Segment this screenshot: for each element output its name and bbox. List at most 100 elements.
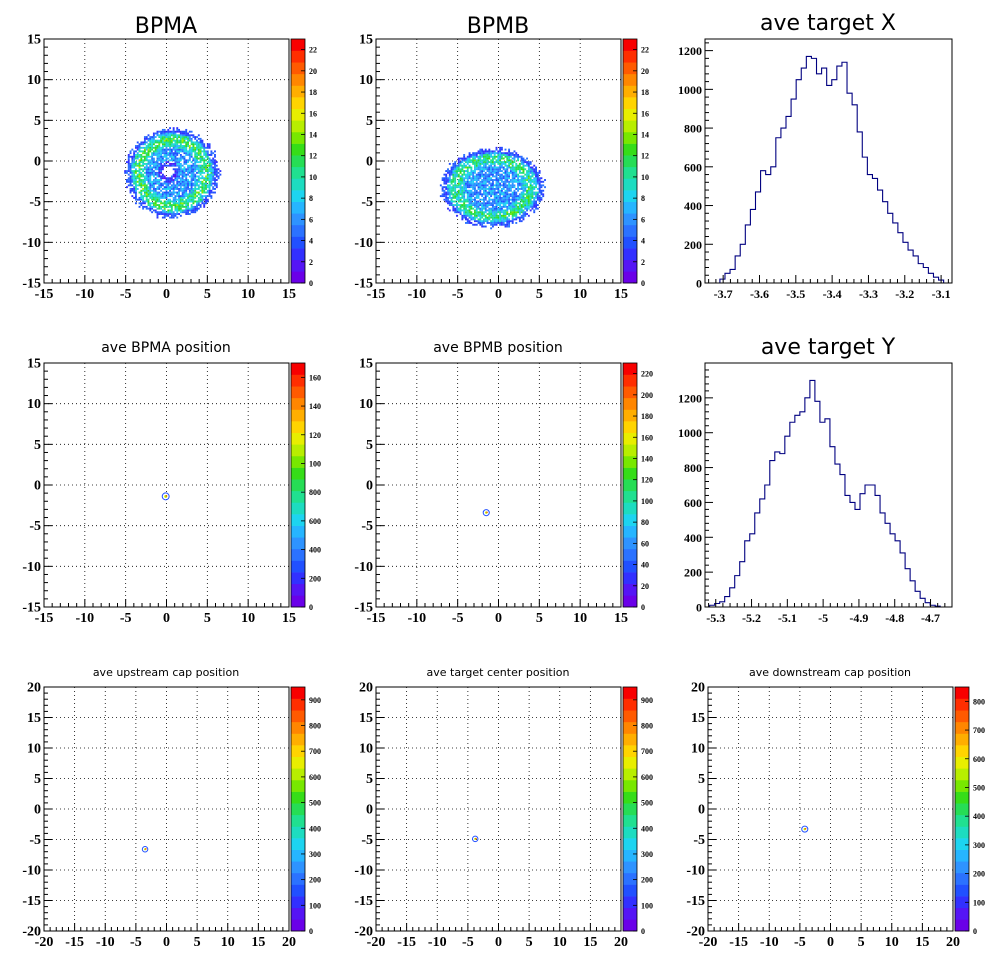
- heatmap-cell: [490, 184, 493, 187]
- heatmap-cell: [468, 205, 471, 208]
- palette-label: 100: [973, 898, 985, 907]
- heatmap-cell: [482, 173, 485, 176]
- heatmap-cell: [506, 177, 509, 180]
- heatmap-cell: [509, 171, 512, 174]
- heatmap-cell: [167, 213, 170, 215]
- heatmap-cell: [138, 150, 141, 153]
- heatmap-cell: [158, 141, 161, 144]
- heatmap-cell: [499, 204, 502, 207]
- heatmap-cell: [190, 189, 193, 192]
- heatmap-cell: [136, 146, 139, 149]
- heatmap-cell: [131, 164, 134, 167]
- heatmap-cell: [474, 182, 476, 185]
- heatmap-cell: [513, 180, 516, 183]
- heatmap-cell: [461, 196, 464, 199]
- heatmap-cell: [517, 184, 520, 187]
- heatmap-cell: [491, 166, 494, 169]
- heatmap-cell: [454, 168, 457, 171]
- heatmap-cell: [474, 189, 476, 192]
- heatmap-cell: [509, 213, 512, 215]
- heatmap-cell: [147, 134, 150, 137]
- heatmap-cell: [448, 193, 451, 196]
- heatmap-cell: [445, 175, 448, 178]
- heatmap-cell: [143, 148, 146, 151]
- heatmap-cell: [199, 152, 202, 155]
- heatmap-cell: [181, 193, 184, 196]
- heatmap-cell: [477, 211, 480, 214]
- heatmap-cell: [176, 146, 179, 149]
- heatmap-cell: [491, 162, 494, 165]
- heatmap-cell: [484, 214, 487, 217]
- heatmap-cell: [196, 188, 198, 190]
- heatmap-cell: [165, 213, 168, 215]
- heatmap-cell: [481, 152, 484, 155]
- heatmap-cell: [174, 145, 177, 147]
- heatmap-cell: [533, 193, 536, 196]
- heatmap-cell: [447, 168, 449, 171]
- heatmap-cell: [456, 173, 458, 176]
- heatmap-cell: [468, 195, 471, 198]
- heatmap-cell: [491, 218, 494, 221]
- heatmap-cell: [493, 213, 496, 215]
- heatmap-cell: [490, 202, 493, 205]
- heatmap-cell: [140, 189, 143, 192]
- heatmap-cell: [196, 164, 198, 167]
- heatmap-cell: [443, 198, 446, 201]
- heatmap-cell: [136, 157, 139, 160]
- heatmap-cell: [208, 145, 211, 147]
- heatmap-cell: [199, 204, 202, 207]
- heatmap-cell: [161, 143, 164, 146]
- heatmap-cell: [463, 177, 466, 180]
- heatmap-cell: [142, 155, 145, 158]
- heatmap-cell: [461, 216, 464, 219]
- heatmap-cell: [176, 139, 179, 142]
- palette-label: 200: [641, 391, 653, 400]
- heatmap-cell: [493, 155, 496, 158]
- heatmap-cell: [522, 205, 525, 208]
- heatmap-cell: [515, 154, 518, 156]
- heatmap-cell: [169, 162, 172, 165]
- heatmap-cell: [178, 136, 180, 139]
- heatmap-cell: [183, 152, 186, 155]
- heatmap-cell: [188, 155, 191, 158]
- heatmap-cell: [488, 211, 491, 214]
- heatmap-cell: [196, 139, 198, 142]
- heatmap-cell: [457, 180, 460, 183]
- heatmap-cell: [463, 205, 466, 208]
- heatmap-cell: [136, 177, 139, 180]
- heatmap-cell: [131, 159, 134, 162]
- heatmap-cell: [515, 214, 518, 217]
- heatmap-cell: [142, 182, 145, 185]
- heatmap-cell: [454, 166, 457, 169]
- heatmap-cell: [201, 143, 204, 146]
- heatmap-cell: [479, 157, 482, 160]
- heatmap-cell: [513, 175, 516, 178]
- heatmap-cell: [143, 175, 146, 178]
- heatmap-cell: [214, 154, 216, 156]
- heatmap-cell: [151, 148, 154, 151]
- palette-swatch: [955, 791, 969, 804]
- heatmap-cell: [457, 173, 460, 176]
- heatmap-cell: [506, 200, 509, 203]
- palette-swatch: [291, 687, 305, 699]
- heatmap-cell: [465, 170, 467, 173]
- heatmap-cell: [448, 171, 451, 174]
- heatmap-cell: [477, 193, 480, 196]
- heatmap-cell: [154, 145, 157, 147]
- heatmap-cell: [509, 204, 512, 207]
- heatmap-cell: [203, 154, 206, 156]
- heatmap-cell: [176, 182, 179, 185]
- palette-swatch: [955, 896, 969, 909]
- heatmap-cell: [474, 157, 476, 160]
- heatmap-cell: [522, 168, 525, 171]
- heatmap-cell: [181, 164, 184, 167]
- heatmap-cell: [486, 191, 489, 194]
- heatmap-cell: [495, 186, 498, 189]
- heatmap-cell: [181, 196, 184, 199]
- heatmap-cell: [504, 162, 507, 165]
- heatmap-cell: [147, 179, 150, 181]
- heatmap-cell: [447, 200, 449, 203]
- heatmap-cell: [456, 170, 458, 173]
- heatmap-cell: [154, 188, 157, 190]
- heatmap-cell: [163, 186, 166, 189]
